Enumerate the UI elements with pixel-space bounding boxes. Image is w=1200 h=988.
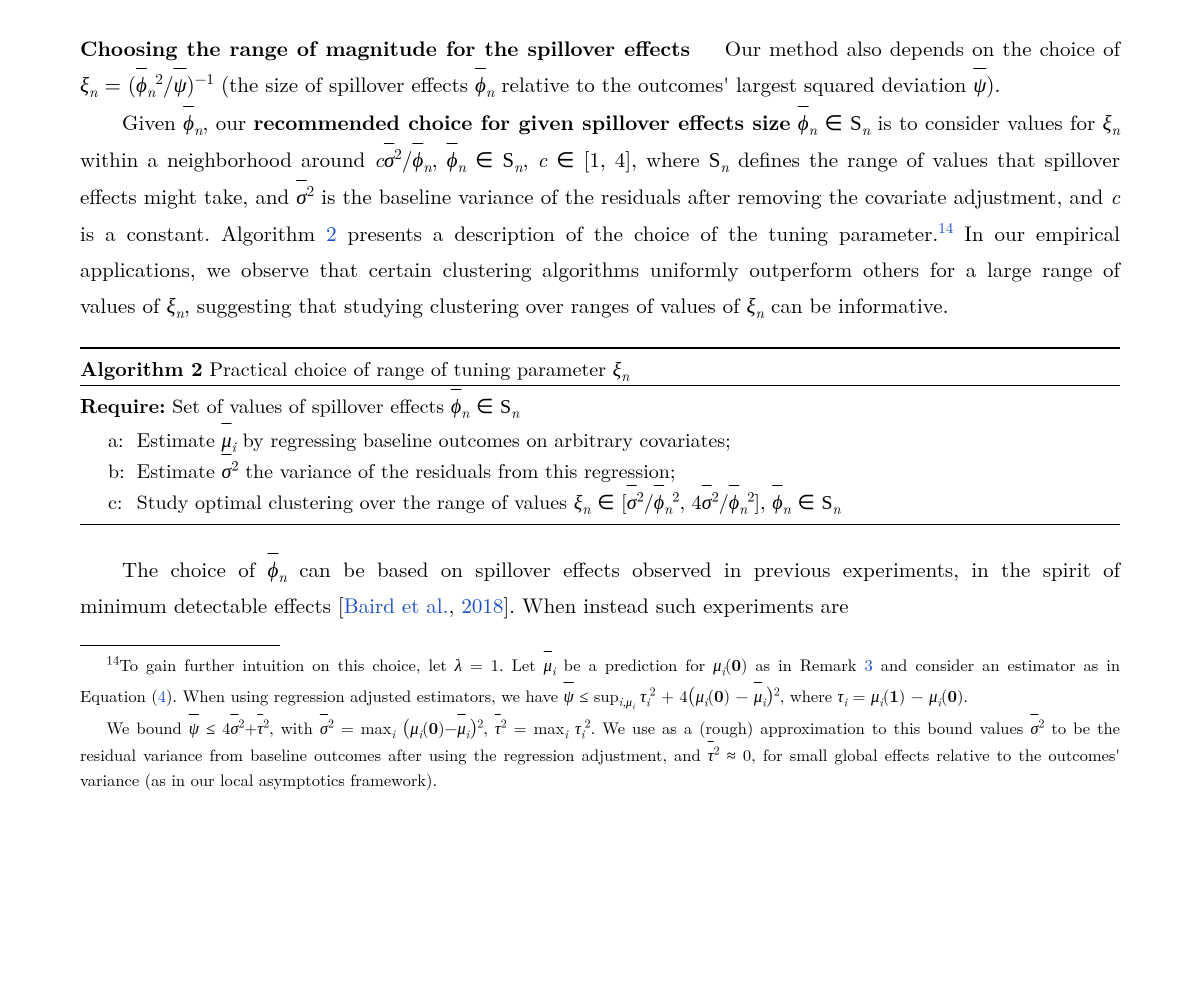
algorithm-step: b: Estimate σ2 the variance of the resid…: [80, 455, 1120, 486]
require-body: Set of values of spillover effects ϕn ∈ …: [172, 390, 519, 419]
footnote-rule: [80, 645, 280, 646]
algorithm-step: a: Estimate μi by regressing baseline ou…: [80, 424, 1120, 455]
algorithm-block: Algorithm 2 Practical choice of range of…: [80, 347, 1120, 525]
require-label: Require:: [80, 390, 166, 419]
algorithm-label: Algorithm 2: [80, 353, 203, 382]
algorithm-steps: a: Estimate μi by regressing baseline ou…: [80, 424, 1120, 520]
footnote-mark: 14: [106, 650, 119, 669]
algorithm-caption-text: Practical choice of range of tuning para…: [209, 353, 629, 382]
footnote-p1: To gain further intuition on this choice…: [80, 652, 1120, 707]
paragraph-1: Choosing the range of magnitude for the …: [80, 30, 1120, 102]
algorithm-caption: Algorithm 2 Practical choice of range of…: [80, 349, 1120, 385]
footnote-14: 14To gain further intuition on this choi…: [80, 652, 1120, 793]
algorithm-step: c: Study optimal clustering over the ran…: [80, 486, 1120, 520]
run-in-heading: Choosing the range of magnitude for the …: [80, 33, 690, 63]
page: Choosing the range of magnitude for the …: [0, 0, 1200, 823]
algorithm-require: Require: Set of values of spillover effe…: [80, 386, 1120, 424]
algo-rule-bottom: [80, 524, 1120, 525]
footnote-p2: We bound ψ ≤ 4σ2+τ2, with σ2 = maxi (μi(…: [80, 710, 1120, 793]
paragraph-2: Given ϕn, our recommended choice for giv…: [80, 104, 1120, 323]
paragraph-3: The choice of ϕn can be based on spillov…: [80, 551, 1120, 623]
